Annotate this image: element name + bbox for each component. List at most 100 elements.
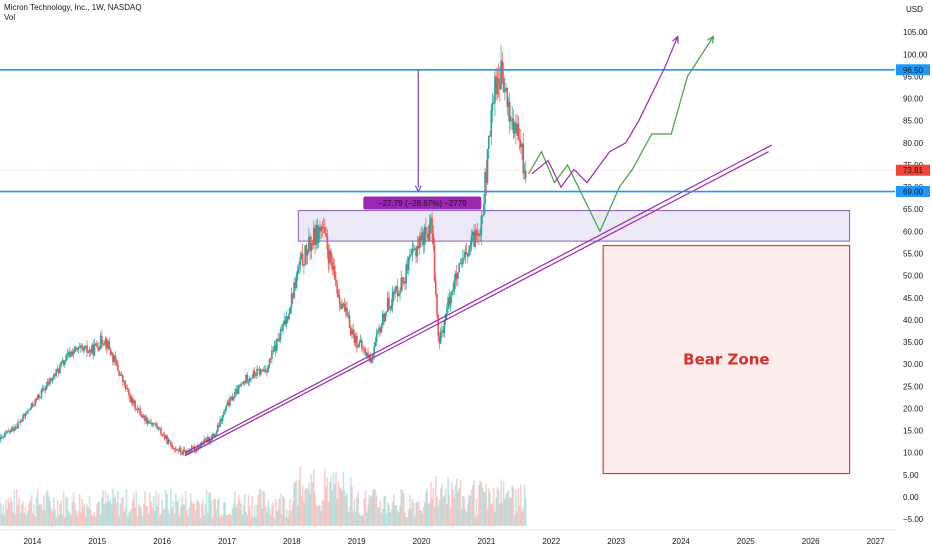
candle-body [163,435,166,439]
candle-body [166,435,168,445]
candle-body [103,343,106,345]
candle-body [391,291,394,306]
volume-bar [311,482,314,526]
candle-body [110,352,113,355]
candle-body [253,371,256,376]
volume-bar [460,508,463,526]
volume-bar [187,516,189,526]
volume-bar [7,498,9,526]
volume-bar [280,513,283,526]
volume-bar [384,495,387,526]
volume-bar [67,510,70,526]
candle-body [179,447,182,453]
volume-bar [20,504,23,526]
candle-body [320,226,322,232]
volume-bar [385,513,388,526]
candle-body [502,78,505,93]
candle-body [349,327,352,335]
candle-body [346,307,348,316]
candle-body [50,378,53,381]
volume-bar [130,508,133,526]
volume-bar [46,489,49,526]
candle-body [88,349,91,352]
candle-body [503,89,506,93]
candle-body [181,452,183,455]
volume-bar [17,505,19,526]
volume-bar [225,515,228,526]
candle-body [216,425,219,432]
x-tick-label: 2027 [867,537,885,546]
candle-body [336,285,339,294]
candle-body [62,360,65,366]
currency-label: USD [906,5,923,14]
volume-bar [368,494,371,526]
candle-body [359,340,362,343]
candle-body [60,362,62,366]
volume-bar [220,514,223,526]
volume-bar [410,508,412,526]
volume-bar [1,514,3,526]
candle-body [61,360,64,363]
candle-body [515,122,517,134]
candle-body [309,236,311,252]
volume-bar [338,487,341,526]
volume-bar [44,509,46,526]
volume-label[interactable]: Vol [4,13,16,22]
candle-body [236,389,239,394]
candle-body [490,110,493,137]
volume-bar [258,488,261,526]
volume-bar [56,500,59,526]
candle-body [124,381,127,388]
volume-bar [48,495,50,526]
volume-bar [444,488,447,526]
volume-bar [52,497,55,526]
candle-body [73,347,76,352]
volume-bar [230,514,233,526]
volume-bar [373,488,375,526]
candle-body [277,338,279,341]
candle-body [144,415,146,422]
volume-bar [242,505,245,526]
candle-body [370,358,373,363]
candle-body [314,227,316,245]
candle-body [242,381,245,384]
candle-body [240,383,242,387]
candle-body [0,436,2,440]
volume-bar [342,472,345,526]
level-tag-text: 69.00 [903,188,924,197]
candle-body [266,371,268,373]
candle-body [231,396,234,401]
candle-body [92,344,95,356]
candle-body [422,232,425,245]
volume-bar [32,513,34,526]
volume-bar [252,516,255,526]
candle-body [310,243,313,252]
measure-arrowhead [414,185,422,193]
volume-bar [103,504,106,526]
volume-bar [289,499,292,526]
candle-body [174,448,177,450]
candle-body [93,344,96,356]
candle-body [511,118,513,121]
candle-body [441,330,443,333]
y-tick-label: 45.00 [903,294,924,303]
volume-bar [82,505,85,526]
candle-body [363,348,366,350]
candle-body [288,313,290,320]
volume-bar [85,517,87,526]
candle-body [8,431,11,433]
volume-bar [357,491,359,526]
candle-body [300,253,303,258]
volume-bar [112,488,114,526]
volume-bar [166,494,168,526]
candle-body [234,392,236,398]
candle-body [306,248,309,256]
volume-bar [266,512,268,526]
candle-body [287,316,289,320]
candle-body [192,446,194,448]
candle-body [134,400,136,409]
volume-bar [503,499,506,526]
volume-bar [38,504,40,526]
candle-body [356,335,358,348]
